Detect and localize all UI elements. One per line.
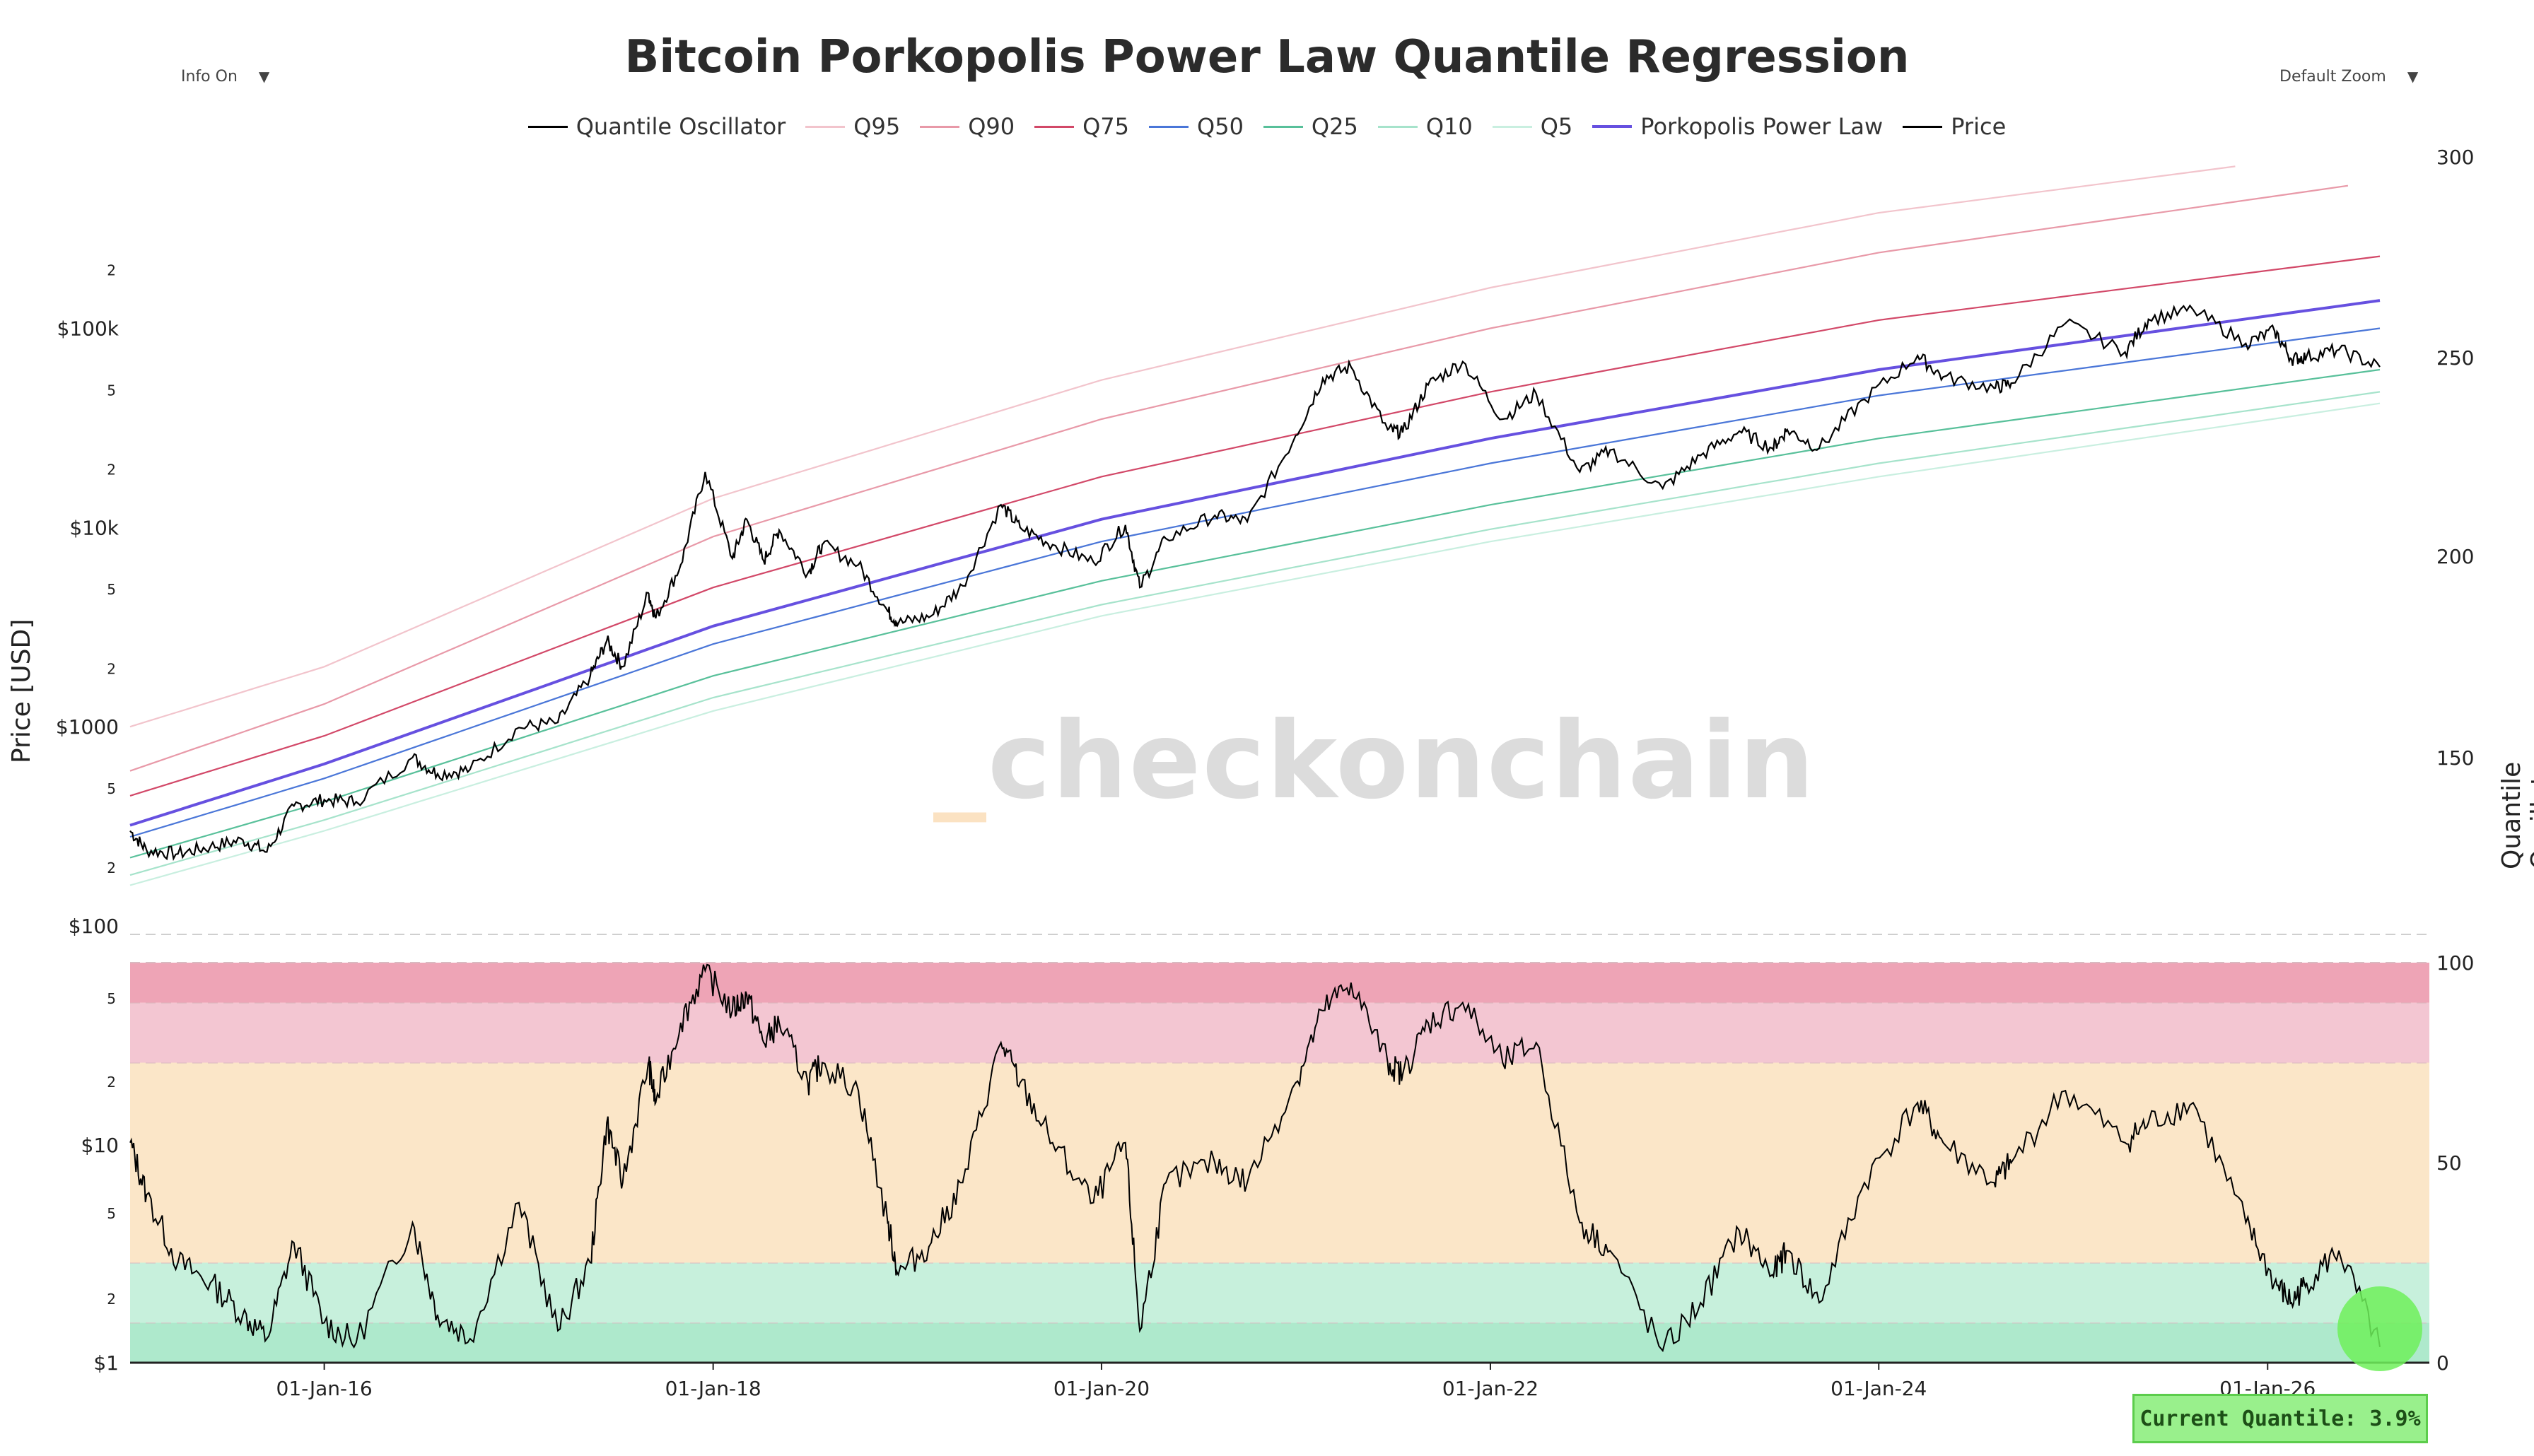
right-axis-title: Quantile Oscillator [2497,749,2534,869]
price-tick-label: 2 [107,262,116,279]
price-tick-label: $100 [69,915,119,938]
right-tick-label: 250 [2436,346,2474,370]
right-tick-label: 150 [2436,746,2474,770]
legend-swatch [1149,125,1189,128]
osc-band-4 [130,963,2429,1003]
curve-q10 [129,391,2381,876]
chevron-down-icon: ▼ [2407,68,2419,85]
price-tick-label: 2 [107,660,116,677]
curve-q75 [129,255,2381,797]
current-quantile-marker [2337,1286,2423,1371]
legend-item[interactable]: Q10 [1377,113,1473,140]
osc-right-tick-label: 100 [2436,951,2474,975]
info-toggle-dropdown[interactable]: Info On ▼ [181,68,269,86]
legend-label: Price [1951,113,2007,140]
right-tick-label: 200 [2436,545,2474,568]
price-tick-label: 2 [107,462,116,479]
legend-label: Q75 [1082,113,1130,140]
legend-item[interactable]: Q90 [920,113,1015,140]
osc-right-tick-label: 0 [2436,1351,2449,1375]
curve-q5 [129,402,2381,886]
chart-legend: Quantile Oscillator Q95 Q90 Q75 Q50 Q25 Q10 Q5 P… [0,113,2534,140]
curve-porkopolis-power-law [129,299,2381,827]
x-tick-label: 01-Jan-18 [665,1377,761,1400]
x-tick-label: 01-Jan-20 [1053,1377,1150,1400]
x-tick-label: 01-Jan-22 [1442,1377,1538,1400]
osc-band-2 [130,1062,2429,1263]
info-toggle-label: Info On [181,68,238,86]
x-tick-label: 01-Jan-24 [1831,1377,1927,1400]
chevron-down-icon: ▼ [258,68,270,85]
legend-label: Q90 [968,113,1015,140]
legend-swatch [1377,125,1418,128]
osc-right-tick-label: 50 [2436,1151,2462,1175]
legend-label: Q10 [1425,113,1473,140]
current-quantile-badge: Current Quantile: 3.9% [2132,1394,2428,1443]
legend-item[interactable]: Porkopolis Power Law [1592,113,1883,140]
price-tick-label: $10k [69,516,119,539]
legend-label: Q25 [1311,113,1358,140]
price-tick-label: $1000 [56,715,119,739]
curve-q90 [129,184,2349,772]
legend-item[interactable]: Q50 [1149,113,1244,140]
osc-band-0 [130,1322,2429,1363]
legend-item[interactable]: Q75 [1034,113,1129,140]
legend-label: Q5 [1540,113,1573,140]
zoom-label: Default Zoom [2279,68,2386,86]
legend-item[interactable]: Q95 [805,113,900,140]
x-tick-label: 01-Jan-16 [276,1377,373,1400]
curve-q95 [129,165,2236,728]
price-tick-label: $100k [57,317,119,341]
price-line [129,304,2381,862]
watermark-text: checkonchain [988,700,1816,823]
price-tick-label: 5 [107,382,116,399]
legend-label: Q95 [853,113,901,140]
legend-label: Q50 [1197,113,1244,140]
price-tick-label: 5 [107,581,116,598]
legend-item[interactable]: Price [1903,113,2006,140]
legend-item[interactable]: Quantile Oscillator [527,113,786,140]
osc-left-tick-label: 5 [107,1205,116,1222]
osc-left-tick-label: $10 [81,1134,119,1157]
legend-swatch [1592,125,1633,128]
osc-left-tick-label: 2 [107,1291,116,1308]
price-tick-label: 2 [107,859,116,876]
legend-swatch [1492,125,1532,128]
quantile-oscillator-line [129,963,2381,1353]
legend-swatch [805,125,846,128]
price-tick-label: 5 [107,780,116,797]
chart-title: Bitcoin Porkopolis Power Law Quantile Re… [624,31,1910,83]
legend-swatch [920,125,960,128]
osc-left-tick-label: 5 [107,990,116,1007]
legend-item[interactable]: Q5 [1492,113,1573,140]
curve-q50 [129,327,2381,838]
legend-swatch [527,125,568,128]
watermark-underscore: _ [933,700,988,823]
right-tick-label: 300 [2436,146,2474,169]
zoom-dropdown[interactable]: Default Zoom ▼ [2279,68,2418,86]
osc-left-tick-label: $1 [93,1351,119,1375]
legend-swatch [1263,125,1303,128]
legend-label: Quantile Oscillator [576,113,786,140]
osc-band-3 [130,1002,2429,1063]
osc-left-tick-label: 2 [107,1074,116,1091]
legend-item[interactable]: Q25 [1263,113,1358,140]
left-axis-title: Price [USD] [7,618,36,763]
legend-label: Porkopolis Power Law [1640,113,1884,140]
watermark: _checkonchain [933,700,1816,823]
osc-band-1 [130,1262,2429,1323]
legend-swatch [1034,125,1075,128]
legend-swatch [1903,125,1943,128]
